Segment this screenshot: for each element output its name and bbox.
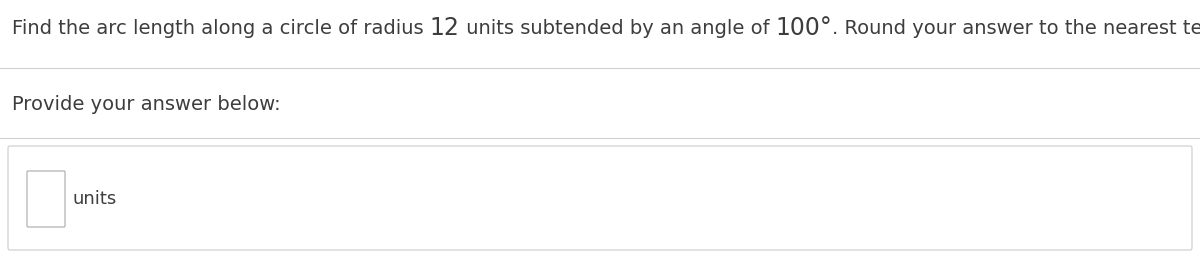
Text: units subtended by an angle of: units subtended by an angle of bbox=[460, 19, 775, 38]
FancyBboxPatch shape bbox=[28, 171, 65, 227]
Text: units: units bbox=[72, 190, 116, 208]
Text: Find the arc length along a circle of radius: Find the arc length along a circle of ra… bbox=[12, 19, 430, 38]
FancyBboxPatch shape bbox=[8, 146, 1192, 250]
Text: 100°: 100° bbox=[775, 16, 833, 40]
Text: 12: 12 bbox=[430, 16, 460, 40]
Text: . Round your answer to the nearest tenth.: . Round your answer to the nearest tenth… bbox=[833, 19, 1200, 38]
Text: Provide your answer below:: Provide your answer below: bbox=[12, 96, 281, 115]
